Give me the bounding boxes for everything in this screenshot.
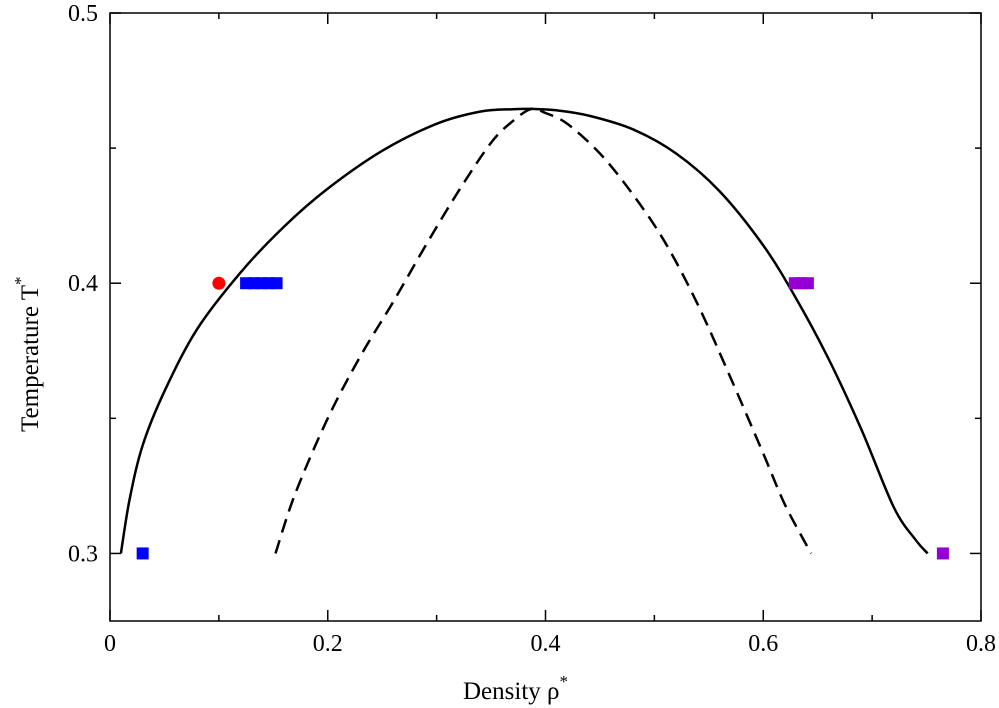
y-tick-label: 0.3 xyxy=(68,541,98,567)
y-axis-label: Temperature T* xyxy=(11,276,44,432)
y-tick-label: 0.5 xyxy=(68,1,98,27)
plot-frame xyxy=(109,12,982,622)
data-point-square xyxy=(936,547,949,560)
spinodal-curve-dashed xyxy=(274,107,813,555)
x-axis-label: Density ρ* xyxy=(463,672,568,705)
data-markers xyxy=(136,276,949,560)
x-axis-label-superscript: * xyxy=(560,672,569,691)
binodal-curve-solid xyxy=(119,107,929,555)
y-axis-label-superscript: * xyxy=(11,276,30,285)
x-tick-label: 0.6 xyxy=(748,631,778,657)
x-axis-label-text: Density ρ xyxy=(463,678,560,705)
x-tick-label: 0.4 xyxy=(531,631,561,657)
data-point-circle xyxy=(212,276,226,290)
y-tick-label: 0.4 xyxy=(68,271,98,297)
data-point-square xyxy=(270,277,283,290)
tick-labels: 0 0.2 0.4 0.6 0.8 0.3 0.4 0.5 xyxy=(68,1,996,657)
x-tick-label: 0.8 xyxy=(966,631,996,657)
y-axis-label-text: Temperature T xyxy=(17,285,44,432)
x-tick-label: 0 xyxy=(104,631,116,657)
axis-ticks xyxy=(109,12,982,621)
data-point-square xyxy=(801,277,814,290)
x-tick-label: 0.2 xyxy=(313,631,343,657)
curves xyxy=(119,107,929,555)
data-point-square xyxy=(136,547,149,560)
